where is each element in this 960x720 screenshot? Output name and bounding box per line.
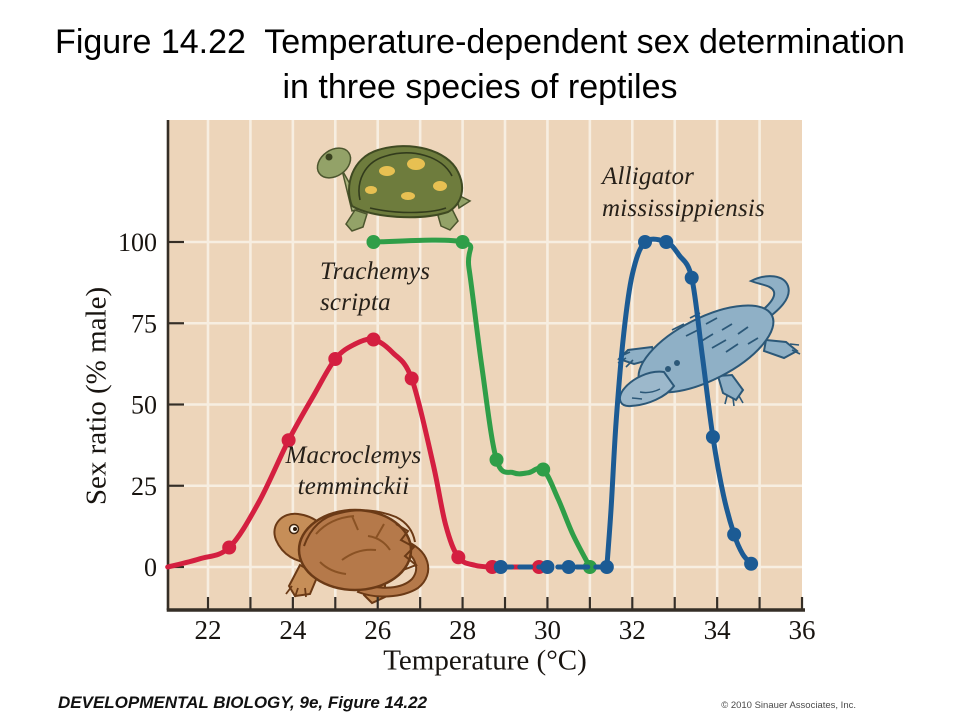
trachemys-label-line1: Trachemys <box>320 258 431 285</box>
macroclemys-label-line2: temminckii <box>297 473 410 500</box>
figure-title-line1: Figure 14.22 Temperature-dependent sex d… <box>55 23 905 61</box>
book-credit: DEVELOPMENTAL BIOLOGY, 9e, Figure 14.22 <box>58 693 428 712</box>
curve-macroclemys <box>165 336 495 570</box>
x-tick-label-36: 36 <box>789 615 816 645</box>
x-tick-label-34: 34 <box>704 615 732 645</box>
data-point-alligator <box>705 430 720 444</box>
copyright-notice: © 2010 Sinauer Associates, Inc. <box>721 700 856 711</box>
trachemys-label-line2: scripta <box>320 289 391 316</box>
macroclemys-turtle-illustration <box>273 508 430 605</box>
x-tick-label-22: 22 <box>195 615 222 645</box>
figure-title: Figure 14.22 Temperature-dependent sex d… <box>0 20 960 110</box>
data-point-macroclemys <box>451 550 466 565</box>
data-point-alligator <box>744 556 759 571</box>
y-axis-title: Sex ratio (% male) <box>80 286 113 506</box>
y-tick-label-75: 75 <box>131 309 157 338</box>
series-layer <box>165 235 759 574</box>
data-point-trachemys <box>536 462 551 477</box>
axis-ticks <box>168 240 804 610</box>
x-tick-label-26: 26 <box>364 615 391 645</box>
data-point-alligator <box>684 270 699 285</box>
data-point-macroclemys <box>281 433 296 448</box>
data-point-macroclemys <box>366 332 381 347</box>
x-tick-labels: 22 24 26 28 30 32 34 36 <box>195 615 816 645</box>
data-point-alligator <box>599 560 614 574</box>
macroclemys-label: Macroclemys temminckii <box>266 440 441 502</box>
data-point-trachemys <box>489 452 504 467</box>
x-tick-label-30: 30 <box>534 615 561 645</box>
macroclemys-label-line1: Macroclemys <box>285 442 422 469</box>
y-tick-label-25: 25 <box>131 472 157 501</box>
data-point-trachemys <box>455 235 470 249</box>
x-tick-label-32: 32 <box>619 615 646 645</box>
data-point-macroclemys <box>328 352 343 366</box>
curve-trachemys <box>370 237 593 570</box>
trachemys-turtle-illustration <box>316 145 472 232</box>
y-tick-label-100: 100 <box>118 228 157 257</box>
data-point-macroclemys <box>222 540 237 555</box>
data-point-alligator <box>659 235 674 249</box>
x-axis-title: Temperature (°C) <box>383 644 587 677</box>
y-tick-labels: 0 25 50 75 100 <box>118 228 157 582</box>
data-point-alligator <box>540 560 555 574</box>
x-tick-label-28: 28 <box>449 615 476 645</box>
alligator-label-line1: Alligator <box>602 163 695 190</box>
alligator-label: Alligator mississippiensis <box>602 161 765 225</box>
data-point-macroclemys <box>404 371 419 386</box>
y-tick-label-0: 0 <box>144 553 157 582</box>
curve-alligator <box>604 236 754 570</box>
data-point-trachemys <box>366 235 381 249</box>
axes <box>166 120 805 612</box>
x-tick-label-24: 24 <box>279 615 307 645</box>
y-tick-label-50: 50 <box>131 391 157 420</box>
alligator-label-line2: mississippiensis <box>602 195 765 222</box>
data-point-alligator <box>727 527 742 542</box>
data-point-alligator <box>493 560 508 574</box>
data-point-alligator <box>561 560 576 574</box>
alligator-illustration <box>617 275 801 408</box>
trachemys-label: Trachemys scripta <box>320 256 430 318</box>
figure-title-line2: in three species of reptiles <box>282 68 678 106</box>
data-point-alligator <box>638 235 653 249</box>
